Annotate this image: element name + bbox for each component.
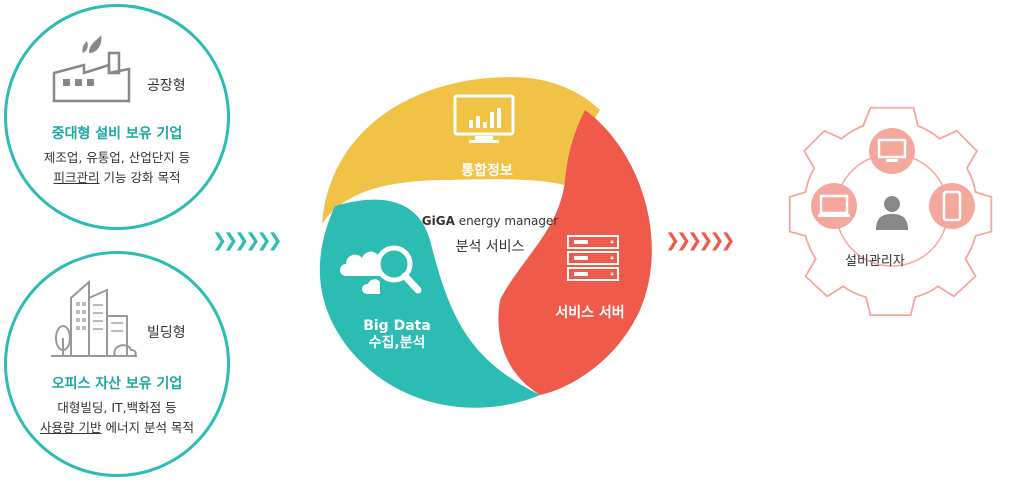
- building-line2-rest: 에너지 분석 목적: [101, 420, 194, 435]
- building-type-label: 빌딩형: [147, 325, 186, 341]
- giga-brand-suffix: energy manager: [458, 214, 559, 228]
- wheel-segment-top: [322, 77, 600, 224]
- building-type-circle: 빌딩형 오피스 자산 보유 기업 대형빌딩, IT,백화점 등 사용량 기반 에…: [4, 251, 230, 477]
- monitor-device-icon: [869, 128, 915, 174]
- factory-line2-underlined: 피크관리: [53, 170, 100, 185]
- factory-line2-rest: 기능 강화 목적: [99, 170, 181, 185]
- cloud-search-icon: [340, 245, 422, 294]
- monitor-chart-icon: [453, 94, 515, 143]
- flow-arrows-right: ❯❯❯❯❯❯: [665, 230, 735, 251]
- factory-icon: [52, 35, 131, 103]
- flow-arrows-left: ❯❯❯❯❯❯: [212, 230, 282, 251]
- building-line1: 대형빌딩, IT,백화점 등: [57, 400, 177, 415]
- admin-label: 설비관리자: [845, 254, 905, 269]
- giga-brand-logo: GiGA: [421, 214, 455, 228]
- wheel-left-label: Big Data 수집,분석: [352, 318, 442, 352]
- factory-line1: 제조업, 유통업, 산업단지 등: [43, 150, 191, 165]
- factory-type-circle: 공장형 중대형 설비 보유 기업 제조업, 유통업, 산업단지 등 피크관리 기…: [4, 4, 230, 230]
- analysis-service-label: 분석 서비스: [455, 239, 525, 255]
- building-icon: [51, 279, 137, 357]
- phone-device-icon: [929, 183, 975, 229]
- wheel-segment-left: [319, 199, 540, 408]
- building-heading: 오피스 자산 보유 기업: [51, 376, 183, 392]
- server-rack-icon: [567, 235, 619, 281]
- giga-brand: GiGA energy manager: [420, 214, 560, 228]
- wheel-left-label-2: 수집,분석: [368, 335, 426, 351]
- wheel-top-label: 통합정보: [461, 163, 513, 179]
- building-line2-underlined: 사용량 기반: [40, 420, 102, 435]
- admin-person-icon: [876, 196, 908, 230]
- laptop-device-icon: [811, 183, 857, 229]
- factory-heading: 중대형 설비 보유 기업: [51, 126, 183, 142]
- wheel-right-label: 서비스 서버: [555, 305, 625, 321]
- building-line2: 사용량 기반 에너지 분석 목적: [7, 417, 227, 436]
- factory-line2: 피크관리 기능 강화 목적: [7, 167, 227, 186]
- wheel-left-label-1: Big Data: [363, 318, 431, 334]
- factory-type-label: 공장형: [147, 78, 186, 94]
